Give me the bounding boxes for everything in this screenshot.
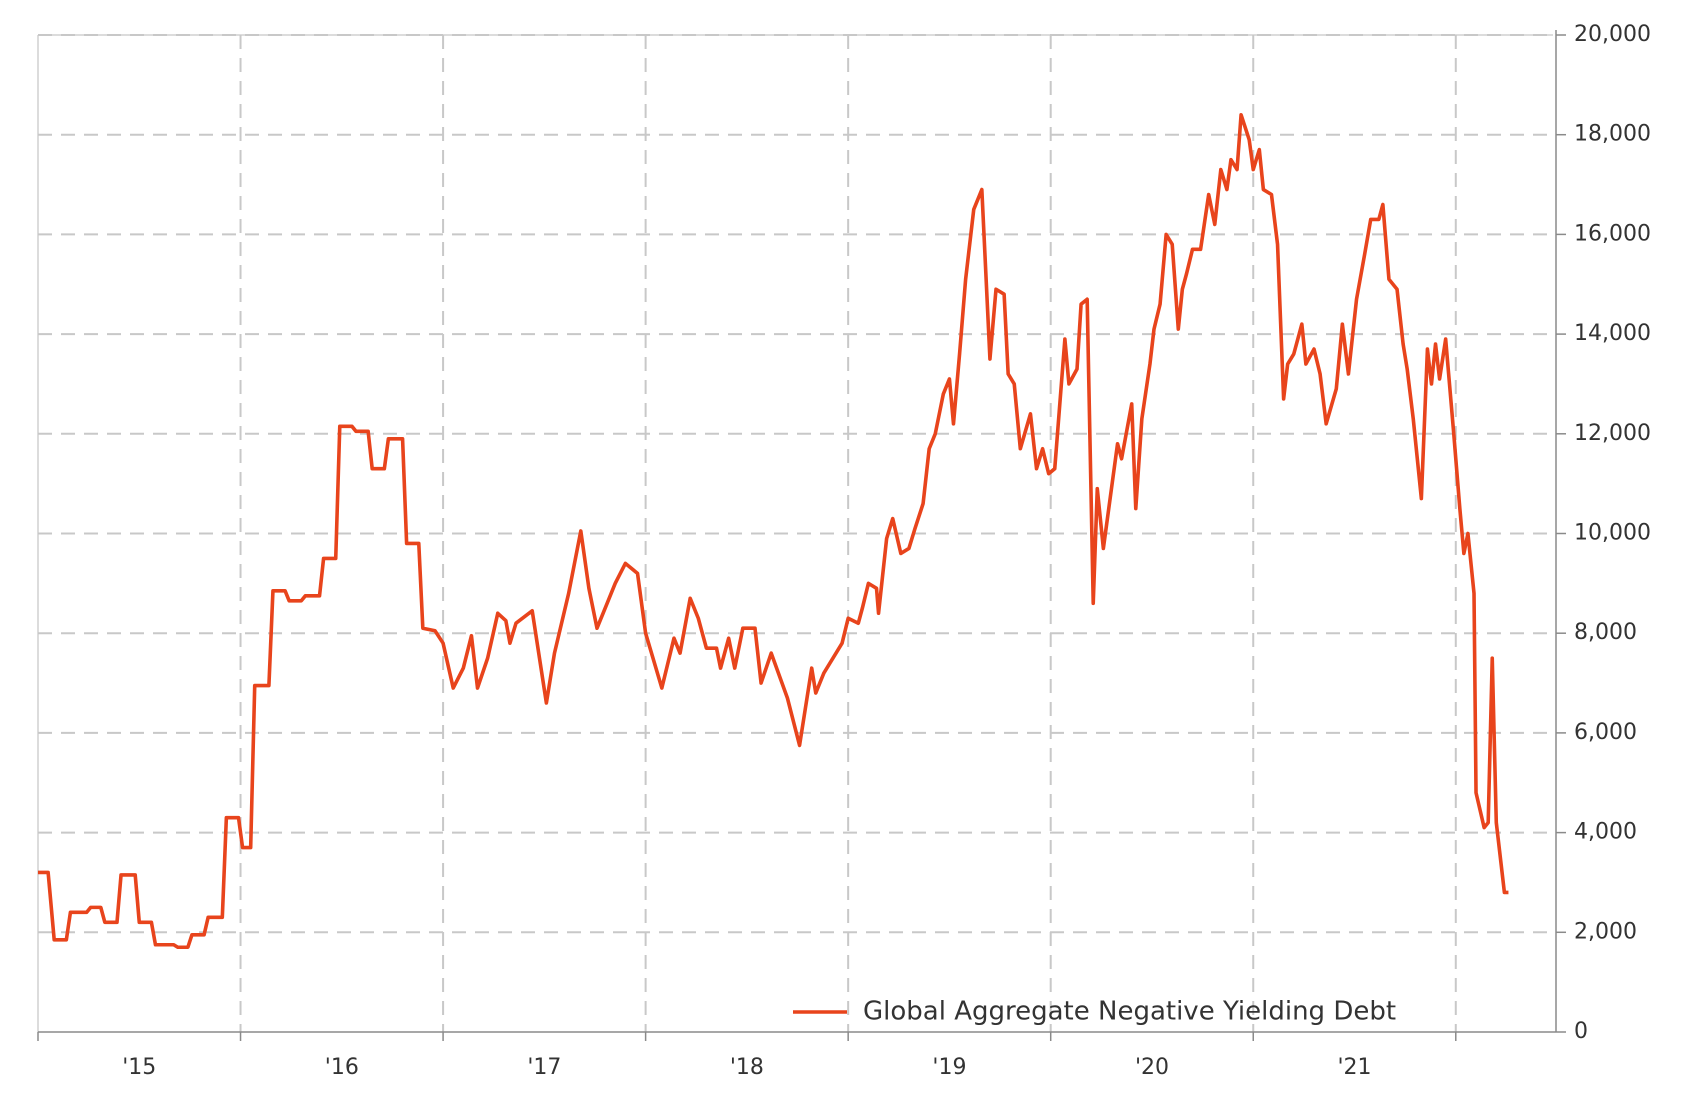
x-tick-label: '18 bbox=[730, 1055, 764, 1080]
y-tick-label: 10,000 bbox=[1574, 521, 1651, 546]
x-tick-label: '15 bbox=[122, 1055, 156, 1080]
x-tick-label: '20 bbox=[1135, 1055, 1169, 1080]
x-tick-label: '16 bbox=[325, 1055, 359, 1080]
y-tick-label: 8,000 bbox=[1574, 620, 1637, 645]
y-tick-label: 4,000 bbox=[1574, 820, 1637, 845]
y-tick-label: 2,000 bbox=[1574, 919, 1637, 944]
y-tick-label: 16,000 bbox=[1574, 221, 1651, 246]
y-tick-label: 0 bbox=[1574, 1019, 1588, 1044]
data-line bbox=[38, 112, 1509, 950]
y-tick-label: 12,000 bbox=[1574, 421, 1651, 446]
y-tick-label: 6,000 bbox=[1574, 720, 1637, 745]
x-tick-label: '19 bbox=[932, 1055, 966, 1080]
y-tick-label: 18,000 bbox=[1574, 122, 1651, 147]
y-tick-label: 20,000 bbox=[1574, 22, 1651, 47]
legend-label: Global Aggregate Negative Yielding Debt bbox=[863, 997, 1396, 1027]
y-tick-label: 14,000 bbox=[1574, 321, 1651, 346]
x-tick-label: '17 bbox=[527, 1055, 561, 1080]
x-tick-label: '21 bbox=[1337, 1055, 1371, 1080]
